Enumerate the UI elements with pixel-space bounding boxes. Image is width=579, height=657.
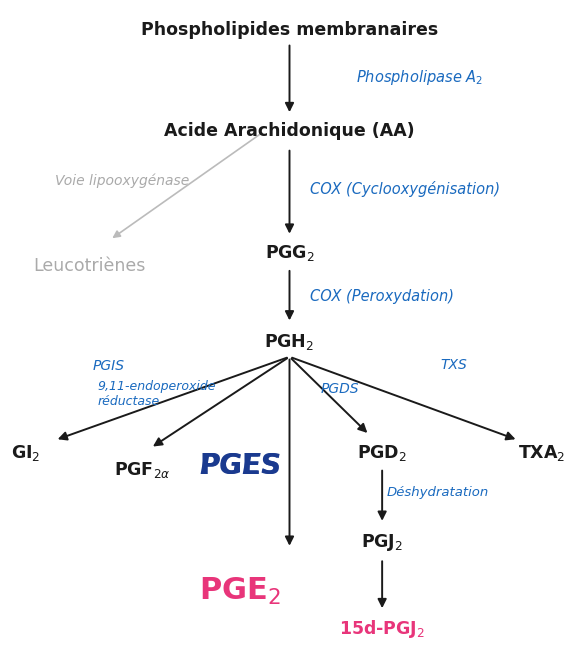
Text: Phospholipase A$_2$: Phospholipase A$_2$: [356, 68, 483, 87]
Text: PGJ$_2$: PGJ$_2$: [361, 532, 403, 553]
Text: 9,11-endoperoxide
réductase: 9,11-endoperoxide réductase: [97, 380, 216, 408]
Text: GI$_2$: GI$_2$: [12, 443, 41, 463]
Text: COX (Cyclooxygénisation): COX (Cyclooxygénisation): [310, 181, 500, 197]
Text: COX (Peroxydation): COX (Peroxydation): [310, 290, 454, 304]
Text: 15d-PGJ$_2$: 15d-PGJ$_2$: [339, 618, 425, 641]
Text: TXA$_2$: TXA$_2$: [518, 443, 565, 463]
Text: PGG$_2$: PGG$_2$: [265, 243, 314, 263]
Text: PGES: PGES: [199, 453, 281, 480]
Text: PGE$_2$: PGE$_2$: [199, 576, 281, 607]
Text: PGD$_2$: PGD$_2$: [357, 443, 407, 463]
Text: PGH$_2$: PGH$_2$: [265, 332, 314, 351]
Text: PGIS: PGIS: [93, 359, 124, 373]
Text: TXS: TXS: [440, 357, 467, 372]
Text: Leucotriènes: Leucotriènes: [34, 257, 146, 275]
Text: Phospholipides membranaires: Phospholipides membranaires: [141, 20, 438, 39]
Text: Déshydratation: Déshydratation: [387, 486, 489, 499]
Text: Voie lipooxygénase: Voie lipooxygénase: [55, 173, 189, 188]
Text: PGES: PGES: [199, 453, 281, 480]
Text: PGF$_{2\alpha}$: PGF$_{2\alpha}$: [113, 460, 170, 480]
Text: PGDS: PGDS: [320, 382, 358, 396]
Text: Acide Arachidonique (AA): Acide Arachidonique (AA): [164, 122, 415, 141]
